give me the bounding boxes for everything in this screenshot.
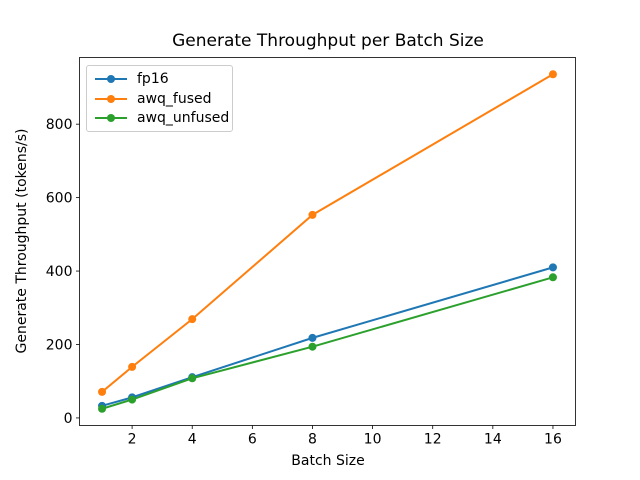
legend: fp16 awq_fused awq_unfused: [86, 65, 233, 132]
legend-marker-icon: [107, 94, 115, 103]
x-tick-label: 10: [364, 432, 382, 448]
series-marker-awq_unfused: [188, 374, 197, 383]
x-tick-label: 8: [308, 432, 317, 448]
legend-marker-icon: [107, 114, 115, 123]
legend-sample-fp16: [95, 74, 127, 83]
series-marker-awq_unfused: [98, 404, 107, 413]
legend-label: awq_fused: [137, 90, 212, 107]
series-marker-awq_unfused: [128, 395, 137, 404]
y-tick-label: 600: [46, 191, 73, 207]
series-marker-fp16: [308, 333, 317, 342]
legend-item-awq-unfused: awq_unfused: [93, 108, 229, 128]
x-tick-label: 14: [484, 432, 502, 448]
series-marker-awq_fused: [308, 210, 317, 219]
y-tick-label: 400: [46, 264, 73, 280]
series-marker-awq_fused: [128, 362, 137, 371]
legend-item-fp16: fp16: [93, 69, 224, 89]
series-marker-awq_fused: [188, 315, 197, 324]
series-marker-awq_fused: [98, 387, 107, 396]
legend-marker-icon: [107, 74, 115, 83]
x-axis-label: Batch Size: [291, 453, 365, 469]
y-tick-label: 200: [46, 337, 73, 353]
x-tick-label: 16: [544, 432, 562, 448]
series-marker-awq_fused: [548, 70, 557, 79]
series-line-awq_unfused: [101, 276, 554, 410]
series-marker-awq_unfused: [548, 273, 557, 282]
y-tick-label: 800: [46, 117, 73, 133]
series-marker-awq_unfused: [308, 342, 317, 351]
x-tick-label: 2: [128, 432, 137, 448]
x-tick-label: 12: [424, 432, 442, 448]
x-tick-label: 4: [188, 432, 197, 448]
y-tick-label: 0: [64, 411, 73, 427]
legend-label: fp16: [137, 70, 169, 87]
legend-sample-awq-unfused: [95, 114, 127, 123]
axes-frame: [79, 57, 576, 426]
legend-sample-awq-fused: [95, 94, 127, 103]
legend-item-awq-fused: awq_fused: [93, 89, 224, 109]
chart-title: Generate Throughput per Batch Size: [172, 31, 484, 51]
legend-label: awq_unfused: [137, 110, 230, 127]
x-tick-label: 6: [248, 432, 257, 448]
series-marker-fp16: [548, 263, 557, 272]
